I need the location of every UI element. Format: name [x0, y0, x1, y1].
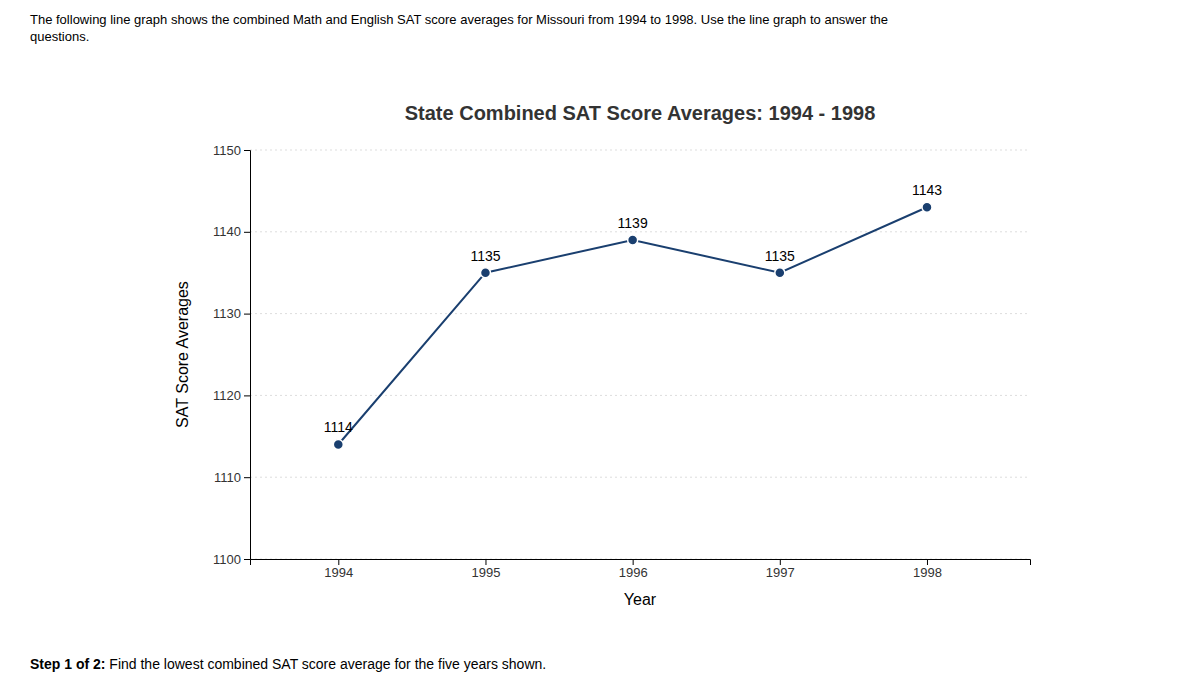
grid-line: [250, 395, 1030, 396]
footer-bold: Step 1 of 2:: [30, 656, 105, 672]
chart-title: State Combined SAT Score Averages: 1994 …: [405, 102, 876, 124]
x-tick: 1998: [913, 559, 942, 580]
grid-line: [250, 477, 1030, 478]
y-tick-mark: [244, 150, 250, 151]
footer-text: Step 1 of 2: Find the lowest combined SA…: [30, 656, 546, 672]
x-tick-mark: [927, 559, 928, 565]
footer-normal: Find the lowest combined SAT score avera…: [105, 656, 546, 672]
x-tick-label: 1994: [324, 565, 353, 580]
y-tick-mark: [244, 314, 250, 315]
y-tick: 1130: [213, 306, 250, 321]
y-tick: 1150: [213, 143, 250, 158]
data-label: 1139: [618, 215, 648, 231]
data-label: 1135: [470, 248, 500, 264]
x-tick-label: 1998: [913, 565, 942, 580]
header-text: questions.: [30, 29, 89, 44]
x-axis: 1994 1995 1996 1997 1998: [251, 559, 1031, 580]
x-tick-mark: [633, 559, 634, 565]
y-axis-title: SAT Score Averages: [174, 281, 191, 428]
data-point: [333, 439, 343, 449]
data-point: [480, 268, 490, 278]
x-tick: 1995: [472, 559, 501, 580]
grid: [250, 150, 1030, 559]
grid-line: [250, 150, 1030, 151]
x-tick-mark: [485, 559, 486, 565]
y-tick-label: 1150: [213, 143, 241, 158]
y-tick-label: 1120: [213, 388, 241, 403]
x-axis-line: [251, 560, 1031, 566]
y-tick-label: 1110: [214, 470, 241, 485]
y-tick: 1140: [213, 224, 250, 239]
data-labels: 1114 1135 1139 1135 1143: [324, 182, 942, 435]
y-tick-label: 1140: [213, 224, 241, 239]
plot: 1994 1995 1996 1997 1998 1100 1110 1120 1130 1140…: [213, 143, 1030, 581]
chart-svg: The following line graph shows the combi…: [0, 0, 1200, 699]
y-tick-mark: [244, 395, 250, 396]
x-tick: 1994: [324, 559, 353, 580]
x-axis-title: Year: [624, 591, 657, 608]
grid-line: [250, 313, 1030, 314]
y-tick-mark: [244, 477, 250, 478]
data-point: [775, 268, 785, 278]
data-point: [628, 235, 638, 245]
data-label: 1135: [765, 248, 795, 264]
grid-line: [250, 231, 1030, 232]
header-text: The following line graph shows the combi…: [30, 12, 888, 27]
y-tick: 1110: [214, 470, 250, 485]
y-tick: 1100: [213, 552, 250, 567]
data-label: 1114: [324, 419, 353, 435]
y-axis-line: [244, 151, 251, 560]
data-label: 1143: [912, 182, 942, 198]
x-tick-label: 1995: [472, 565, 501, 580]
x-tick-mark: [338, 559, 339, 565]
data-line: [338, 207, 927, 444]
y-tick-mark: [244, 559, 250, 560]
y-tick-label: 1100: [213, 552, 241, 567]
data-point: [922, 202, 932, 212]
data-marks: [333, 202, 932, 449]
y-tick: 1120: [213, 388, 250, 403]
x-tick: 1996: [619, 559, 648, 580]
y-axis: 1100 1110 1120 1130 1140 1150: [213, 143, 250, 567]
x-tick: 1997: [766, 559, 795, 580]
x-tick-label: 1996: [619, 565, 648, 580]
y-tick-mark: [244, 232, 250, 233]
x-tick-label: 1997: [766, 565, 795, 580]
x-tick-mark: [780, 559, 781, 565]
y-tick-label: 1130: [213, 306, 241, 321]
